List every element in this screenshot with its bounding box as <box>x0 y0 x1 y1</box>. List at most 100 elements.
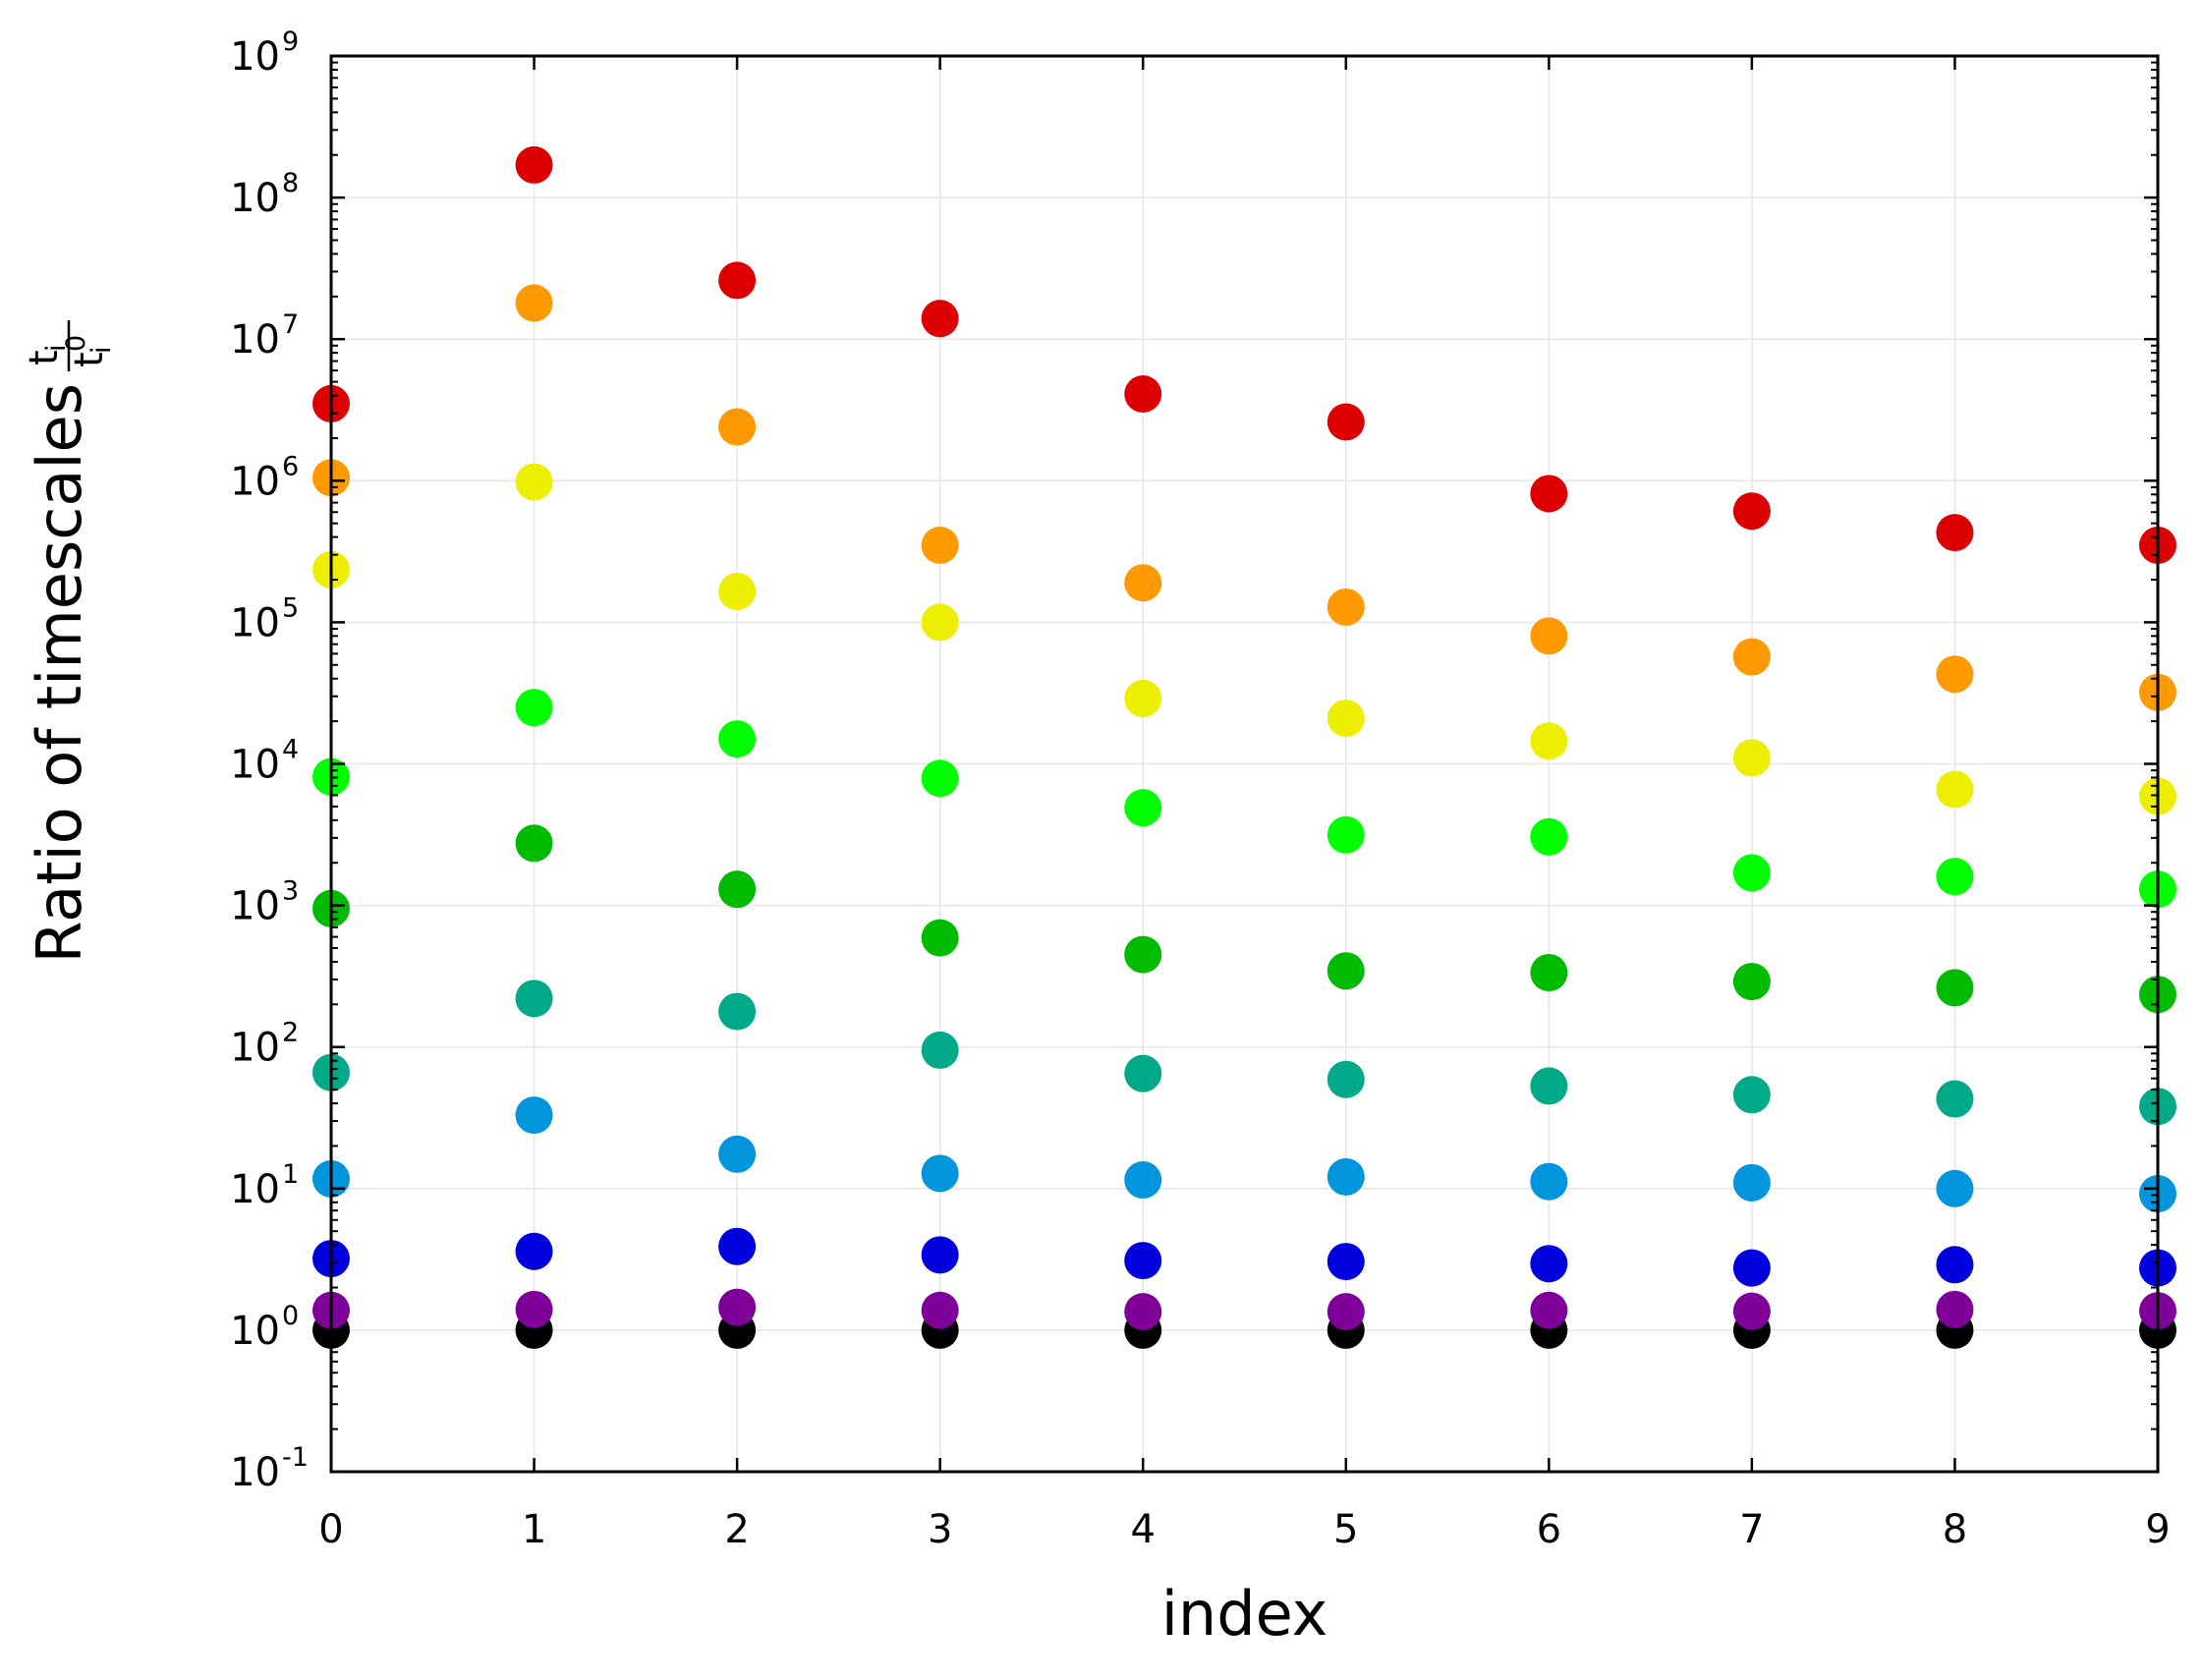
data-point <box>1124 1161 1162 1200</box>
data-points <box>312 145 2176 1349</box>
x-tick-label: 0 <box>318 1507 343 1552</box>
y-tick-label: 10 1 <box>230 1159 299 1212</box>
data-point <box>515 689 553 727</box>
y-tick-label-exponent: 3 <box>282 876 299 907</box>
data-point <box>921 759 959 798</box>
y-tick-label-exponent: 1 <box>282 1159 299 1190</box>
x-tick-label: 8 <box>1943 1507 1967 1552</box>
data-point <box>1124 679 1162 717</box>
data-point <box>1530 617 1568 655</box>
data-point <box>921 919 959 957</box>
y-tick-label-exponent: 8 <box>282 168 299 198</box>
data-point <box>1124 1242 1162 1280</box>
data-point <box>921 1236 959 1274</box>
data-point <box>1732 854 1771 892</box>
data-point <box>921 300 959 338</box>
x-tick-label: 6 <box>1537 1507 1561 1552</box>
x-tick-label: 5 <box>1333 1507 1358 1552</box>
data-point <box>718 261 757 300</box>
tick-marks <box>329 54 2160 1474</box>
data-point <box>921 526 959 564</box>
y-tick-label: 10 6 <box>230 451 299 504</box>
y-tick-label-base: 10 <box>230 1026 280 1071</box>
data-point <box>718 1135 757 1173</box>
data-point <box>1327 1293 1365 1331</box>
x-tick-labels: 0 1 2 3 4 5 6 7 8 9 <box>318 1507 2170 1552</box>
data-point <box>1124 935 1162 974</box>
data-point <box>1732 963 1771 1001</box>
data-point <box>1530 722 1568 760</box>
data-point <box>1327 1060 1365 1098</box>
data-point <box>1936 1080 1974 1118</box>
y-tick-label: 10 3 <box>230 876 299 929</box>
data-point <box>1732 1292 1771 1330</box>
data-point <box>1327 1243 1365 1281</box>
fraction-numerator-subscript: i <box>41 344 72 352</box>
data-point <box>1530 475 1568 513</box>
data-point <box>1530 1067 1568 1105</box>
data-point <box>1732 1249 1771 1287</box>
data-point <box>1732 739 1771 777</box>
data-point <box>515 463 553 501</box>
data-point <box>1936 1290 1974 1328</box>
y-tick-label-base: 10 <box>230 743 280 788</box>
data-point <box>1936 969 1974 1007</box>
y-tick-label-base: 10 <box>230 317 280 363</box>
data-point <box>718 1288 757 1326</box>
y-tick-label-exponent: 9 <box>282 27 299 57</box>
data-point <box>515 1232 553 1270</box>
data-point <box>921 1031 959 1069</box>
fraction-denominator: t <box>67 352 112 367</box>
data-point <box>1124 1293 1162 1331</box>
y-tick-label-exponent: -1 <box>282 1442 309 1473</box>
data-point <box>515 980 553 1018</box>
y-tick-label-base: 10 <box>230 34 280 80</box>
y-tick-label-exponent: 4 <box>282 735 299 765</box>
y-tick-label: 10 4 <box>230 735 299 788</box>
y-tick-label: 10 -1 <box>230 1442 309 1495</box>
y-tick-label-exponent: 0 <box>282 1301 299 1331</box>
x-tick-label: 2 <box>724 1507 749 1552</box>
data-point <box>718 870 757 909</box>
y-tick-label: 10 0 <box>230 1301 299 1354</box>
x-axis-title: index <box>1161 1578 1328 1650</box>
data-point <box>921 1291 959 1329</box>
data-point <box>1936 770 1974 809</box>
data-point <box>1936 514 1974 552</box>
data-point <box>1124 1054 1162 1092</box>
fraction-numerator: t <box>22 350 67 365</box>
data-point <box>718 573 757 611</box>
data-point <box>921 1154 959 1193</box>
data-point <box>1124 789 1162 827</box>
data-point <box>1732 1163 1771 1202</box>
data-point <box>1530 817 1568 856</box>
data-point <box>1327 1157 1365 1196</box>
y-tick-label-base: 10 <box>230 600 280 645</box>
y-tick-label-exponent: 5 <box>282 592 299 623</box>
y-tick-label-base: 10 <box>230 1167 280 1212</box>
y-tick-label-exponent: 2 <box>282 1018 299 1048</box>
data-point <box>515 824 553 863</box>
y-tick-label: 10 2 <box>230 1018 299 1071</box>
y-tick-label-exponent: 6 <box>282 451 299 481</box>
y-tick-label-base: 10 <box>230 1309 280 1354</box>
y-tick-label: 10 5 <box>230 592 299 645</box>
x-tick-label: 3 <box>928 1507 952 1552</box>
x-tick-label: 4 <box>1130 1507 1155 1552</box>
y-tick-label: 10 8 <box>230 168 299 221</box>
data-point <box>1732 638 1771 676</box>
data-point <box>1124 374 1162 413</box>
data-point <box>1936 655 1974 694</box>
x-tick-label: 7 <box>1739 1507 1764 1552</box>
x-tick-label: 9 <box>2145 1507 2170 1552</box>
data-point <box>718 992 757 1031</box>
data-point <box>1124 564 1162 602</box>
data-point <box>515 1096 553 1135</box>
y-tick-label-base: 10 <box>230 884 280 929</box>
y-tick-label-base: 10 <box>230 1450 280 1495</box>
y-tick-label: 10 9 <box>230 27 299 80</box>
